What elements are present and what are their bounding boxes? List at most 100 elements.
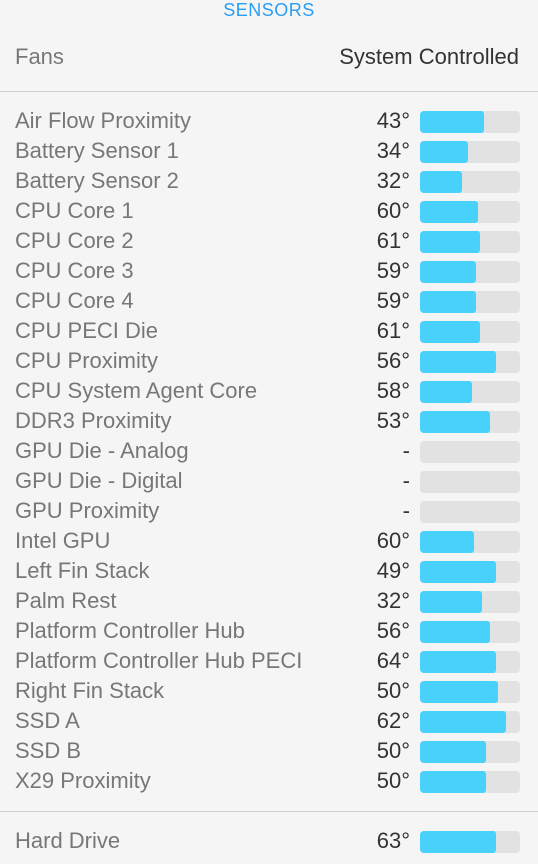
sensor-temperature: 56° <box>376 618 410 643</box>
sensor-name: Platform Controller Hub <box>15 618 245 643</box>
sensor-name: Left Fin Stack <box>15 558 150 583</box>
temperature-bar-fill <box>420 741 486 763</box>
sensor-name: Battery Sensor 1 <box>15 138 179 163</box>
sensor-row: X29 Proximity 50° <box>0 767 538 797</box>
divider <box>0 811 538 812</box>
sensor-temperature: 59° <box>376 258 410 283</box>
temperature-bar-fill <box>420 321 480 343</box>
temperature-bar-fill <box>420 201 478 223</box>
sensor-temperature: 34° <box>376 138 410 163</box>
sensor-row: GPU Proximity - <box>0 497 538 527</box>
temperature-bar-fill <box>420 711 506 733</box>
sensor-name: DDR3 Proximity <box>15 408 172 433</box>
sensor-temperature: - <box>402 468 410 493</box>
temperature-bar-fill <box>420 621 490 643</box>
temperature-bar <box>420 471 520 493</box>
temperature-bar <box>420 741 520 763</box>
sensor-row: Battery Sensor 2 32° <box>0 167 538 197</box>
temperature-bar-fill <box>420 591 482 613</box>
temperature-bar-fill <box>420 531 474 553</box>
temperature-bar <box>420 291 520 313</box>
sensor-name: Intel GPU <box>15 528 111 553</box>
sensor-row: SSD A 62° <box>0 707 538 737</box>
sensor-row: Right Fin Stack 50° <box>0 677 538 707</box>
sensor-row: DDR3 Proximity 53° <box>0 407 538 437</box>
temperature-bar-fill <box>420 231 480 253</box>
sensor-temperature: 50° <box>376 768 410 793</box>
sensor-name: GPU Proximity <box>15 498 160 523</box>
temperature-bar <box>420 651 520 673</box>
sensor-row: SSD B 50° <box>0 737 538 767</box>
fans-label: Fans <box>15 44 64 69</box>
sensor-temperature: 62° <box>376 708 410 733</box>
sensor-name: Air Flow Proximity <box>15 108 192 133</box>
temperature-bar-fill <box>420 111 484 133</box>
sensor-row: GPU Die - Digital - <box>0 467 538 497</box>
temperature-bar <box>420 381 520 403</box>
sensor-name: CPU PECI Die <box>15 318 159 343</box>
sensor-temperature: 59° <box>376 288 410 313</box>
sensor-row: CPU Proximity 56° <box>0 347 538 377</box>
temperature-bar <box>420 531 520 553</box>
sensor-temperature: 58° <box>376 378 410 403</box>
divider <box>0 91 538 92</box>
fans-row[interactable]: Fans System Controlled <box>0 38 538 78</box>
temperature-bar-fill <box>420 561 496 583</box>
sensor-temperature: 43° <box>376 108 410 133</box>
temperature-bar <box>420 171 520 193</box>
sensors-section-title: SENSORS <box>223 0 315 20</box>
sensor-name: CPU Core 3 <box>15 258 134 283</box>
sensor-row: Palm Rest 32° <box>0 587 538 617</box>
fans-mode-value[interactable]: System Controlled <box>339 44 519 69</box>
sensor-row-hard-drive: Hard Drive 63° <box>0 827 538 857</box>
sensor-name: Platform Controller Hub PECI <box>15 648 303 673</box>
temperature-bar-fill <box>420 771 486 793</box>
sensor-row: Platform Controller Hub 56° <box>0 617 538 647</box>
temperature-bar <box>420 771 520 793</box>
sensor-temperature: 64° <box>376 648 410 673</box>
sensor-row: GPU Die - Analog - <box>0 437 538 467</box>
sensor-name: Hard Drive <box>15 828 121 853</box>
temperature-bar <box>420 141 520 163</box>
sensor-name: Battery Sensor 2 <box>15 168 179 193</box>
temperature-bar <box>420 261 520 283</box>
sensor-temperature: 60° <box>376 528 410 553</box>
temperature-bar-fill <box>420 381 472 403</box>
temperature-bar-fill <box>420 651 496 673</box>
sensor-row: CPU Core 4 59° <box>0 287 538 317</box>
sensor-row: CPU Core 3 59° <box>0 257 538 287</box>
sensor-name: CPU System Agent Core <box>15 378 258 403</box>
sensor-temperature: 61° <box>376 318 410 343</box>
sensor-name: CPU Core 1 <box>15 198 134 223</box>
temperature-bar <box>420 831 520 853</box>
temperature-bar <box>420 591 520 613</box>
temperature-bar-fill <box>420 141 468 163</box>
sensor-name: X29 Proximity <box>15 768 151 793</box>
sensor-temperature: 49° <box>376 558 410 583</box>
sensor-row: Air Flow Proximity 43° <box>0 107 538 137</box>
temperature-bar-fill <box>420 831 496 853</box>
sensor-temperature: - <box>402 498 410 523</box>
sensor-name: SSD A <box>15 708 80 733</box>
temperature-bar <box>420 231 520 253</box>
sensor-temperature: 50° <box>376 738 410 763</box>
temperature-bar <box>420 411 520 433</box>
sensor-list: Air Flow Proximity 43° Battery Sensor 1 34°… <box>0 107 538 797</box>
sensor-row: CPU Core 2 61° <box>0 227 538 257</box>
sensor-temperature: 56° <box>376 348 410 373</box>
sensor-name: Palm Rest <box>15 588 117 613</box>
sensor-name: GPU Die - Digital <box>15 468 183 493</box>
sensor-temperature: 50° <box>376 678 410 703</box>
sensor-name: GPU Die - Analog <box>15 438 189 463</box>
sensor-name: CPU Proximity <box>15 348 159 373</box>
sensor-temperature: 32° <box>376 168 410 193</box>
temperature-bar-fill <box>420 261 476 283</box>
temperature-bar <box>420 711 520 733</box>
sensor-name: CPU Core 2 <box>15 228 134 253</box>
temperature-bar <box>420 681 520 703</box>
sensor-row: Platform Controller Hub PECI 64° <box>0 647 538 677</box>
sensor-row: Intel GPU 60° <box>0 527 538 557</box>
sensor-name: Right Fin Stack <box>15 678 165 703</box>
temperature-bar-fill <box>420 351 496 373</box>
temperature-bar <box>420 321 520 343</box>
